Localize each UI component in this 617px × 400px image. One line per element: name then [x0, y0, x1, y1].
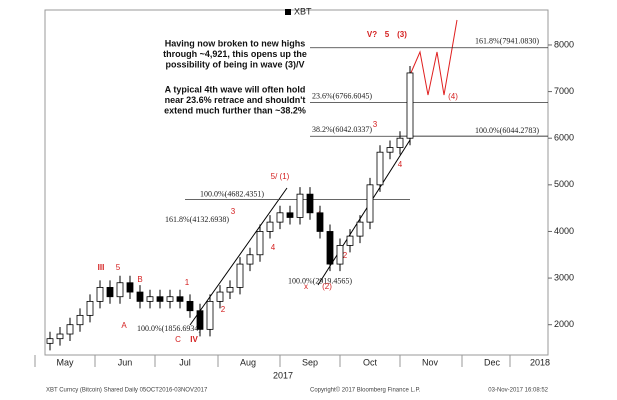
candle-body: [286, 212, 294, 218]
wave-label: 4: [271, 243, 276, 252]
annotation-text: near 23.6% retrace and shouldn't: [165, 95, 306, 105]
candle-body: [326, 231, 334, 265]
candle-body: [376, 151, 384, 186]
candle-body: [296, 193, 304, 218]
candle-body: [66, 324, 74, 335]
wave-label: IV: [190, 335, 198, 344]
projection-path: [409, 19, 458, 96]
legend-swatch: [285, 9, 291, 15]
annotation-text: A typical 4th wave will often hold: [165, 84, 306, 94]
wave-label: B: [137, 275, 142, 284]
candle-body: [336, 245, 344, 265]
y-tick-label: 5000: [554, 179, 574, 189]
candle-body: [236, 263, 244, 288]
candle-body: [346, 235, 354, 246]
wave-label: C: [175, 335, 181, 344]
annotation-text: possibility of being in wave (3)/V: [165, 59, 304, 69]
wave-label: 2: [221, 305, 226, 314]
candle-body: [156, 296, 164, 302]
wave-label: x: [304, 282, 308, 291]
candle-body: [306, 193, 314, 214]
candle-body: [96, 286, 104, 302]
x-tick-label: Sep: [302, 357, 318, 367]
candle-body: [266, 221, 274, 232]
level-label: 100.0%(6044.2783): [475, 126, 539, 135]
x-tick-label: Aug: [240, 357, 256, 367]
x-tick-label: Dec: [484, 357, 501, 367]
candle-body: [186, 300, 194, 312]
annotation-text: extend much further than ~38.2%: [164, 105, 306, 115]
candle-body: [366, 184, 374, 223]
level-label: 100.0%(1856.6934): [137, 324, 201, 333]
y-tick-label: 7000: [554, 86, 574, 96]
candle-body: [396, 137, 404, 148]
wave-label: A: [121, 321, 127, 330]
y-tick-label: 8000: [554, 39, 574, 49]
candle-body: [406, 72, 414, 139]
candle-body: [316, 212, 324, 232]
wave-label: 3: [231, 207, 236, 216]
candle-body: [56, 333, 64, 340]
y-tick-label: 2000: [554, 319, 574, 329]
candle-body: [166, 296, 174, 302]
candle-body: [226, 286, 234, 293]
candle-body: [386, 147, 394, 153]
level-label: 161.8%(4132.6938): [165, 215, 229, 224]
candle-body: [116, 282, 124, 298]
level-label: 23.6%(6766.6045): [312, 91, 372, 100]
footer-timestamp: 03-Nov-2017 16:08:52: [488, 388, 548, 394]
candle-body: [246, 254, 254, 265]
candle-body: [196, 310, 204, 330]
wave-label: 5: [385, 30, 390, 39]
wave-label: 1: [185, 278, 190, 287]
x-tick-label: Nov: [422, 357, 439, 367]
candle-body: [176, 296, 184, 302]
candle-body: [276, 212, 284, 223]
wave-label: (2): [322, 282, 332, 291]
footer-copyright: Copyright© 2017 Bloomberg Finance L.P.: [310, 387, 421, 394]
annotation-text: through ~4,921, this opens up the: [163, 49, 307, 59]
candle-body: [76, 314, 84, 326]
candle-body: [126, 282, 134, 293]
x-tick-label: Jun: [118, 357, 133, 367]
year-label: 2017: [273, 370, 293, 380]
wave-label: 5/ (1): [271, 172, 290, 181]
wave-label: 4: [398, 160, 403, 169]
wave-label: (4): [448, 92, 458, 101]
candle-body: [136, 291, 144, 302]
level-label: 100.0%(4682.4351): [200, 189, 264, 198]
x-tick-label: Jul: [179, 357, 191, 367]
level-label: 38.2%(6042.0337): [312, 125, 372, 134]
candle-body: [216, 291, 224, 302]
candle-body: [86, 300, 94, 316]
wave-label: 3: [373, 120, 378, 129]
footer-source: XBT Curncy (Bitcoin) Shared Daily 05OCT2…: [46, 388, 208, 394]
x-tick-label: 2018: [530, 357, 550, 367]
wave-label: 2: [343, 251, 348, 260]
candle-body: [256, 231, 264, 256]
y-tick-label: 4000: [554, 226, 574, 236]
candle-body: [106, 286, 114, 298]
candle-body: [46, 338, 54, 344]
x-tick-label: May: [56, 357, 74, 367]
candle-body: [146, 296, 154, 302]
candle-body: [206, 300, 214, 330]
level-label: 100.0%(2919.4565): [288, 277, 352, 286]
wave-label: (3): [397, 30, 407, 39]
level-label: 161.8%(7941.0830): [475, 37, 539, 46]
x-tick-label: Oct: [363, 357, 378, 367]
y-tick-label: 6000: [554, 133, 574, 143]
candle-body: [356, 221, 364, 237]
wave-label: 5: [116, 263, 121, 272]
annotation-text: Having now broken to new highs: [165, 38, 306, 48]
wave-label: V?: [367, 30, 377, 39]
legend-label: XBT: [294, 6, 312, 16]
y-tick-label: 3000: [554, 272, 574, 282]
plot-frame: [44, 9, 549, 356]
trend-line: [189, 187, 288, 326]
wave-label: III: [98, 263, 105, 272]
